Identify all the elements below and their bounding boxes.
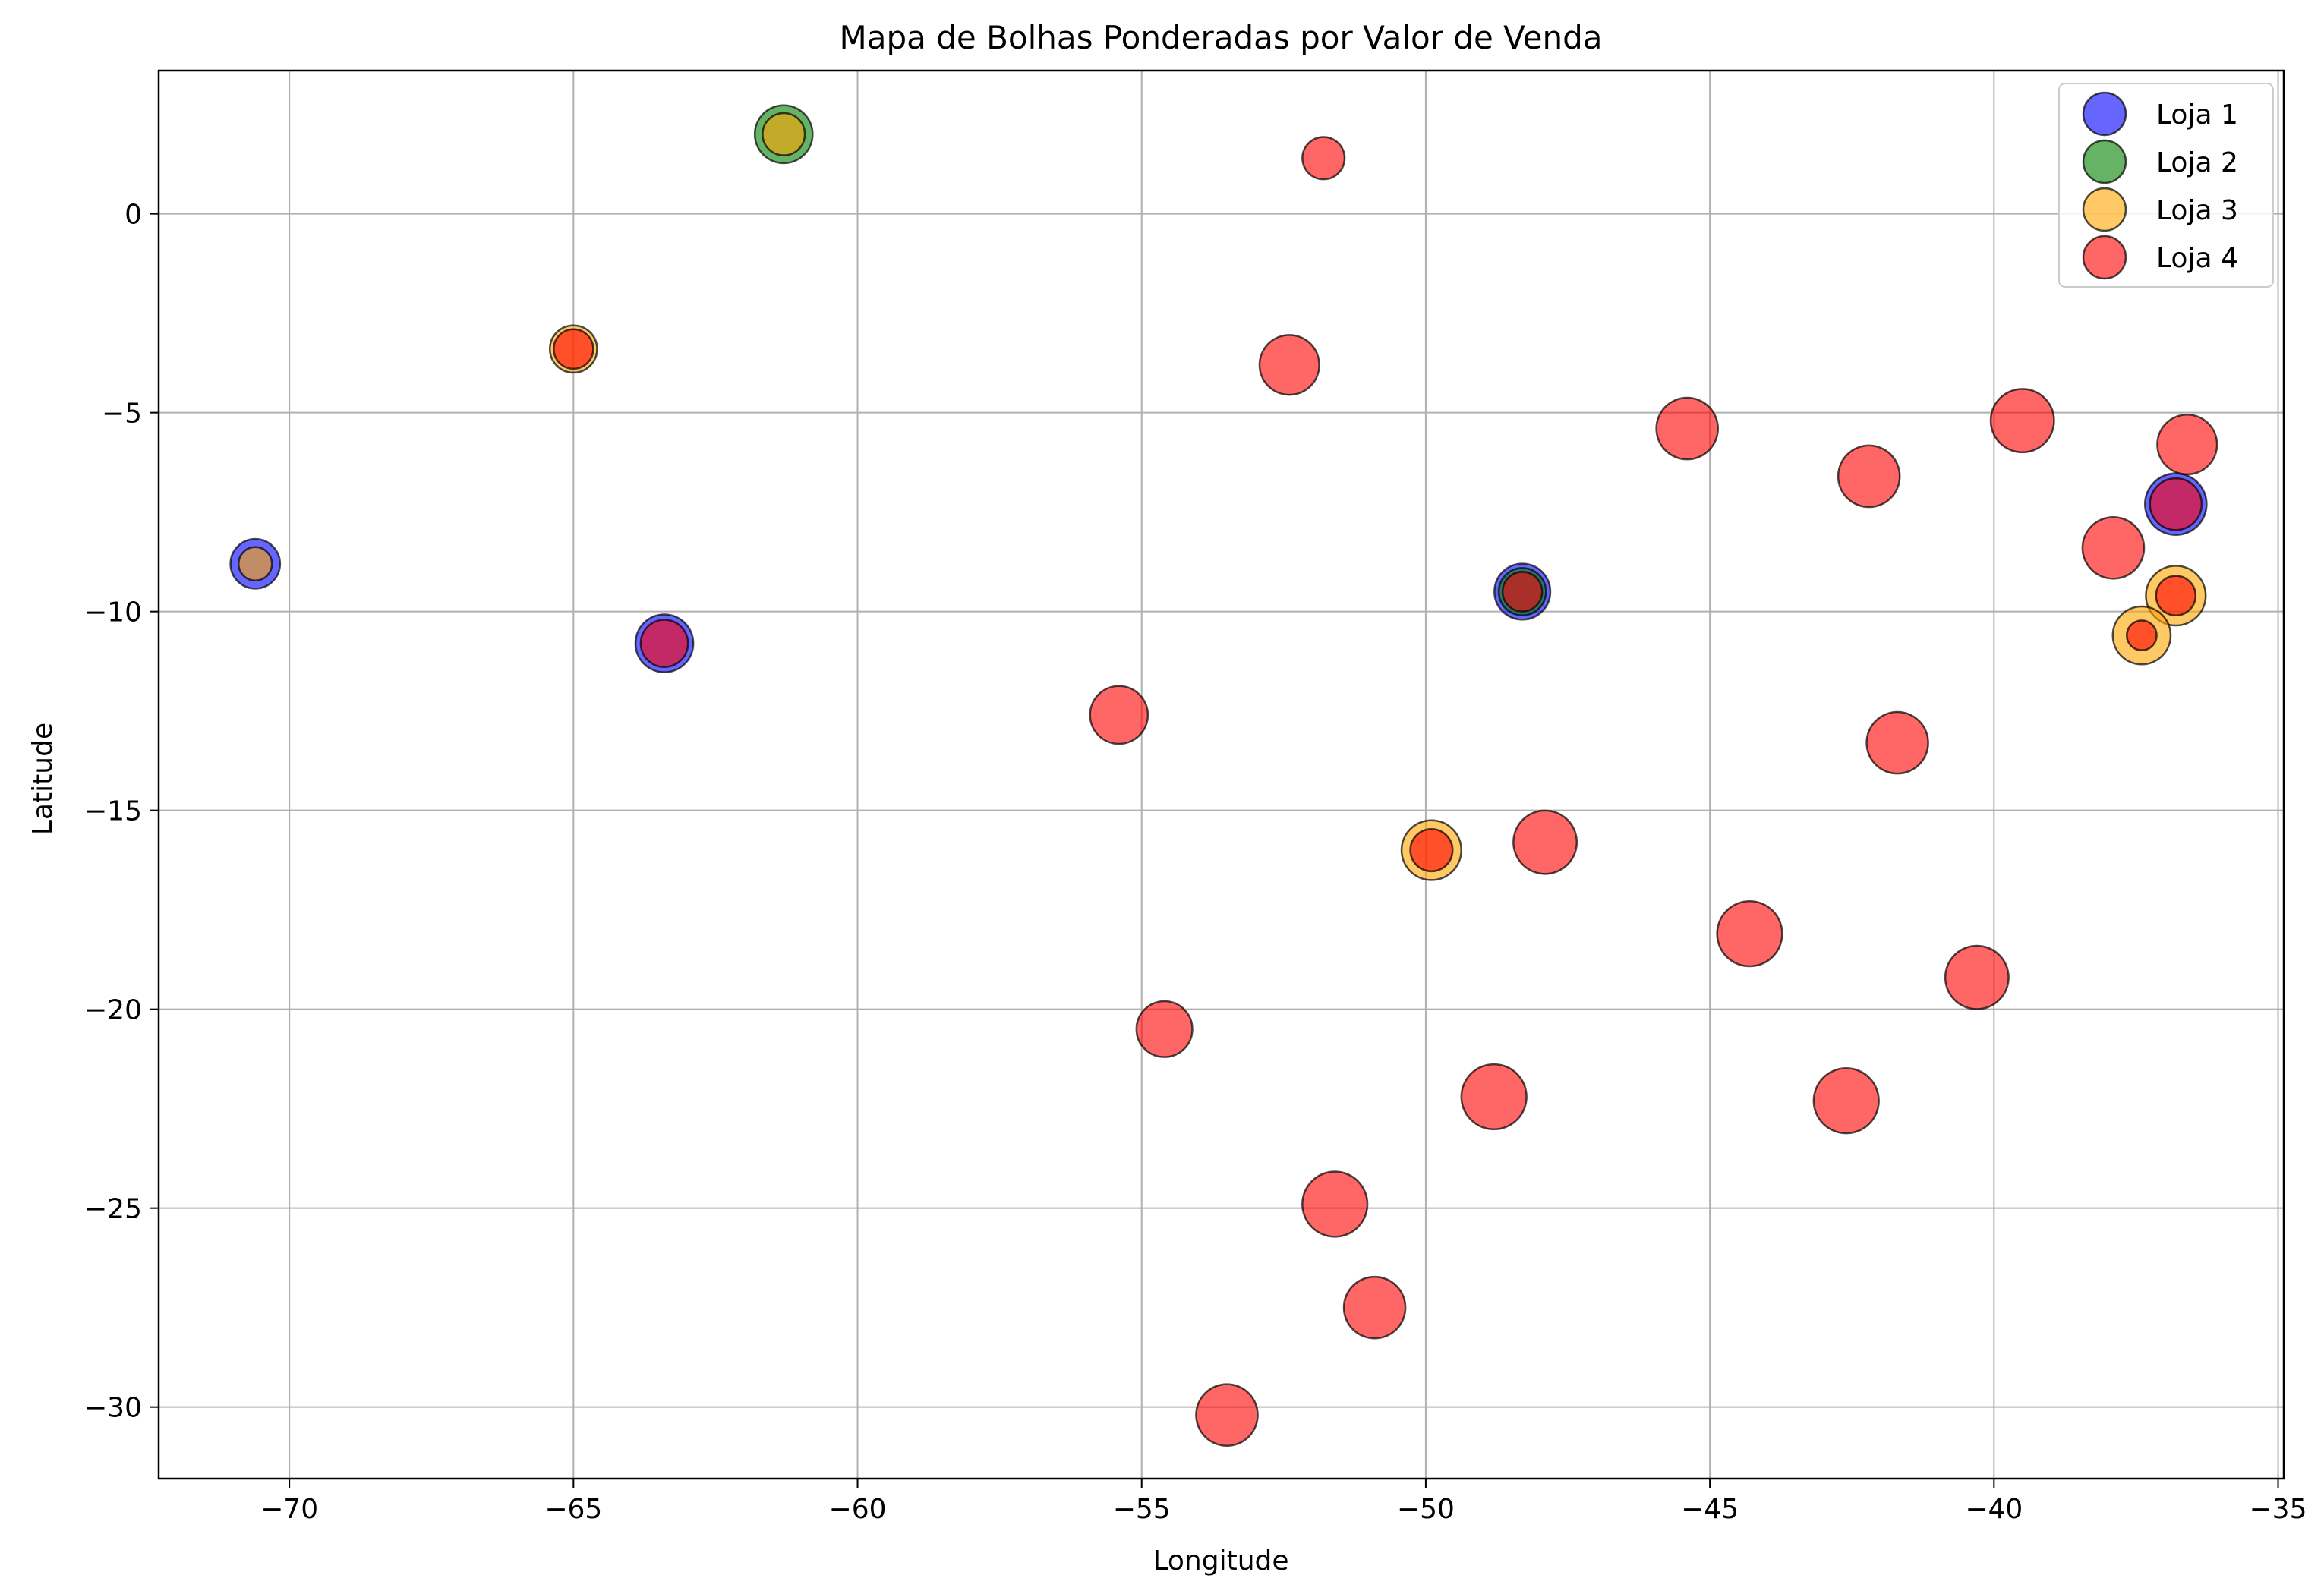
bubble-point — [1342, 1275, 1407, 1340]
grid-layer — [159, 71, 2284, 1479]
legend-marker — [2082, 91, 2127, 137]
y-tick-label: −15 — [84, 796, 142, 827]
y-tick-label: −30 — [84, 1393, 142, 1424]
bubble-point — [1301, 1170, 1369, 1238]
bubble-point — [1865, 710, 1929, 775]
y-axis-label: Latitude — [27, 723, 58, 835]
x-tick-label: −55 — [1113, 1494, 1171, 1525]
bubble-point — [1409, 827, 1454, 873]
bubble-point — [1301, 136, 1346, 181]
x-tick-label: −60 — [829, 1494, 887, 1525]
bubble-point — [2125, 619, 2158, 652]
bubble-point — [1258, 334, 1320, 396]
legend-marker — [2082, 187, 2127, 232]
bubble-point — [1135, 1000, 1194, 1058]
bubble-layer — [229, 104, 2218, 1447]
legend-label: Loja 2 — [2156, 147, 2238, 178]
y-tick-label: −20 — [84, 995, 142, 1026]
legend-label: Loja 3 — [2156, 195, 2238, 226]
bubble-point — [1195, 1383, 1259, 1447]
bubble-point — [1655, 396, 1720, 461]
x-tick-label: −65 — [544, 1494, 602, 1525]
bubble-point — [2081, 515, 2146, 580]
bubble-point — [1460, 1063, 1528, 1131]
bubble-point — [1089, 685, 1149, 745]
legend-label: Loja 4 — [2156, 243, 2238, 274]
bubble-point — [1944, 944, 2010, 1010]
x-tick-label: −40 — [1965, 1494, 2023, 1525]
x-tick-label: −50 — [1397, 1494, 1455, 1525]
x-tick-label: −35 — [2250, 1494, 2307, 1525]
x-tick-label: −70 — [260, 1494, 318, 1525]
bubble-point — [1501, 571, 1544, 613]
y-tick-label: −10 — [84, 597, 142, 628]
chart-title: Mapa de Bolhas Ponderadas por Valor de V… — [840, 19, 1603, 56]
legend-label: Loja 1 — [2156, 99, 2238, 131]
bubble-point — [762, 112, 806, 156]
bubble-point — [639, 619, 689, 668]
bubble-point — [1989, 388, 2055, 454]
x-axis-label: Longitude — [1153, 1545, 1288, 1577]
bubble-point — [2149, 477, 2203, 531]
y-tick-label: 0 — [125, 200, 142, 231]
bubble-point — [2156, 413, 2218, 476]
legend-marker — [2082, 235, 2127, 280]
plot-frame — [157, 69, 2285, 1480]
bubble-point — [2155, 575, 2197, 616]
y-tick-label: −25 — [84, 1194, 142, 1225]
bubble-point — [1512, 809, 1578, 875]
bubble-point — [1716, 899, 1783, 968]
bubble-point — [1812, 1067, 1880, 1135]
legend-marker — [2082, 139, 2127, 184]
bubble-point — [237, 546, 273, 582]
tick-layer: −70 −65 −60 −55 −50 −45 −40 −35 0 −5 −10 −15 −20 −25 −… — [84, 200, 2307, 1525]
bubble-point — [553, 328, 594, 370]
bubble-point — [1837, 444, 1901, 509]
x-tick-label: −45 — [1681, 1494, 1739, 1525]
y-tick-label: −5 — [102, 398, 142, 430]
legend: Loja 1 Loja 2 Loja 3 Loja 4 — [2058, 83, 2274, 288]
